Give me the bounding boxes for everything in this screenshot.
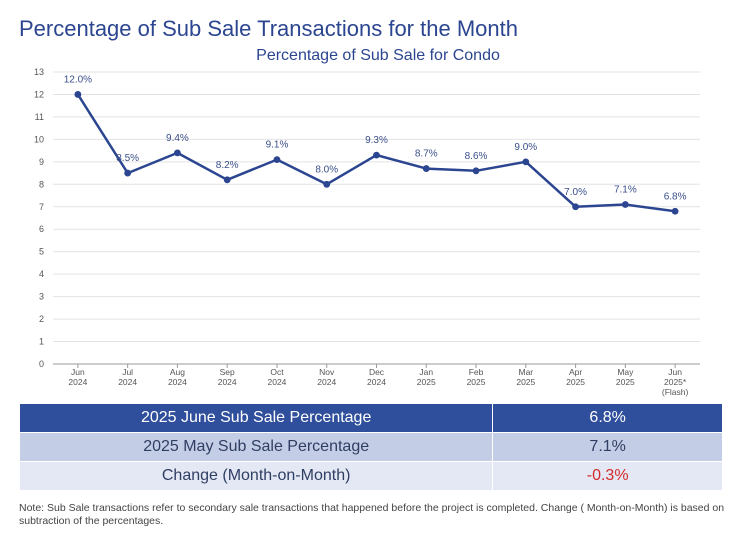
data-point (671, 207, 679, 215)
x-tick-line: 2024 (68, 377, 87, 387)
x-tick-label: Jan 2025 (417, 367, 436, 387)
data-point (373, 151, 380, 159)
y-tick-label: 12 (34, 89, 44, 99)
data-point (472, 167, 480, 175)
x-tick-label: Oct 2024 (268, 367, 287, 387)
y-tick-label: 0 (39, 359, 44, 369)
x-tick-label: Aug 2024 (168, 367, 187, 387)
data-label: 9.1% (266, 140, 289, 151)
data-point (223, 176, 231, 184)
data-label: 9.0% (514, 142, 537, 153)
chart-title: Percentage of Sub Sale for Condo (256, 47, 500, 64)
data-label: 8.5% (116, 153, 139, 164)
x-tick-label: Jun 2024 (68, 367, 87, 387)
summary-value: 7.1% (492, 432, 723, 462)
data-label: 7.0% (564, 187, 587, 198)
x-tick-line: Nov (319, 367, 335, 377)
x-tick-line: 2025 (616, 377, 635, 387)
data-point (323, 180, 331, 188)
data-labels: 12.0% 8.5% 9.4% 8.2% 9.1% 8.0% 9.3% 8.7% 8.6% 9.0… (64, 74, 687, 202)
data-point (572, 203, 579, 211)
grid-lines (53, 71, 700, 365)
summary-row-may: 2025 May Sub Sale Percentage 7.1% (18, 432, 723, 462)
y-tick-label: 8 (39, 179, 44, 189)
data-label: 8.7% (415, 149, 438, 160)
data-label: 9.3% (365, 135, 388, 146)
y-tick-label: 11 (35, 112, 44, 122)
x-tick-label: Mar 2025 (516, 367, 535, 387)
y-tick-label: 13 (34, 67, 44, 77)
summary-row-change: Change (Month-on-Month) -0.3% (18, 461, 723, 491)
data-point (174, 149, 181, 157)
x-tick-label: May 2025 (616, 367, 635, 387)
x-tick-label: Jul 2024 (118, 367, 137, 387)
data-label: 8.6% (465, 151, 488, 162)
summary-label: Change (Month-on-Month) (18, 461, 494, 491)
page-title: Percentage of Sub Sale Transactions for … (19, 16, 518, 41)
y-tick-label: 1 (39, 337, 44, 347)
x-tick-label: Sep 2024 (218, 367, 237, 387)
x-tick-label: Apr 2025 (566, 367, 585, 387)
data-label: 8.2% (216, 160, 239, 171)
x-tick-line: Jul (122, 367, 133, 377)
x-tick-line: 2024 (268, 377, 287, 387)
x-tick-label: Nov 2024 (317, 367, 336, 387)
x-tick-line: Apr (569, 367, 582, 377)
summary-row-june: 2025 June Sub Sale Percentage 6.8% (18, 403, 723, 433)
data-label: 8.0% (315, 164, 338, 175)
line-chart: Percentage of Sub Sale for Condo 0123456… (34, 47, 700, 397)
y-tick-label: 9 (39, 157, 44, 167)
data-label: 12.0% (64, 74, 92, 85)
summary-change-value: -0.3% (492, 461, 723, 491)
data-label: 9.4% (166, 133, 189, 144)
x-tick-line: 2025* (664, 377, 687, 387)
x-tick-line: 2024 (168, 377, 187, 387)
x-tick-line: Mar (518, 367, 533, 377)
x-tick-line: Feb (469, 367, 484, 377)
x-tick-line: Jun (668, 367, 682, 377)
series (74, 91, 679, 215)
x-tick-line: Jun (71, 367, 85, 377)
x-tick-label: Feb 2025 (467, 367, 486, 387)
x-tick-line: 2024 (317, 377, 336, 387)
summary-value: 6.8% (492, 403, 723, 433)
x-tick-line: Jan (419, 367, 433, 377)
y-tick-label: 5 (39, 247, 44, 257)
data-label: 7.1% (614, 185, 637, 196)
data-point (621, 201, 629, 208)
y-tick-label: 3 (39, 292, 44, 302)
x-tick-line: 2024 (218, 377, 237, 387)
y-tick-label: 7 (39, 202, 44, 212)
y-tick-label: 10 (34, 134, 44, 144)
x-tick-line: 2024 (367, 377, 386, 387)
y-tick-label: 6 (39, 224, 44, 234)
x-tick-line: 2024 (118, 377, 137, 387)
x-tick-label: Jun 2025* (Flash) (662, 367, 689, 397)
data-point (124, 169, 132, 177)
x-tick-label: Dec 2024 (367, 367, 386, 387)
x-tick-line: May (617, 367, 634, 377)
x-tick-line: (Flash) (662, 387, 689, 397)
x-tick-line: 2025 (516, 377, 535, 387)
x-tick-line: 2025 (566, 377, 585, 387)
y-tick-label: 4 (39, 269, 44, 279)
data-label: 6.8% (664, 191, 687, 202)
x-tick-line: Aug (170, 367, 185, 377)
data-point (74, 91, 82, 98)
y-tick-label: 2 (39, 314, 44, 324)
data-point (422, 165, 430, 172)
summary-label: 2025 May Sub Sale Percentage (18, 432, 494, 462)
x-tick-line: Dec (369, 367, 385, 377)
x-tick-line: Oct (270, 367, 284, 377)
data-point (522, 158, 530, 166)
x-tick-line: 2025 (467, 377, 486, 387)
summary-table: 2025 June Sub Sale Percentage 6.8% 2025 … (18, 403, 723, 491)
summary-label: 2025 June Sub Sale Percentage (18, 403, 494, 433)
footnote: Note: Sub Sale transactions refer to sec… (19, 502, 725, 527)
x-tick-line: 2025 (417, 377, 436, 387)
x-tick-line: Sep (220, 367, 235, 377)
data-point (273, 156, 281, 164)
